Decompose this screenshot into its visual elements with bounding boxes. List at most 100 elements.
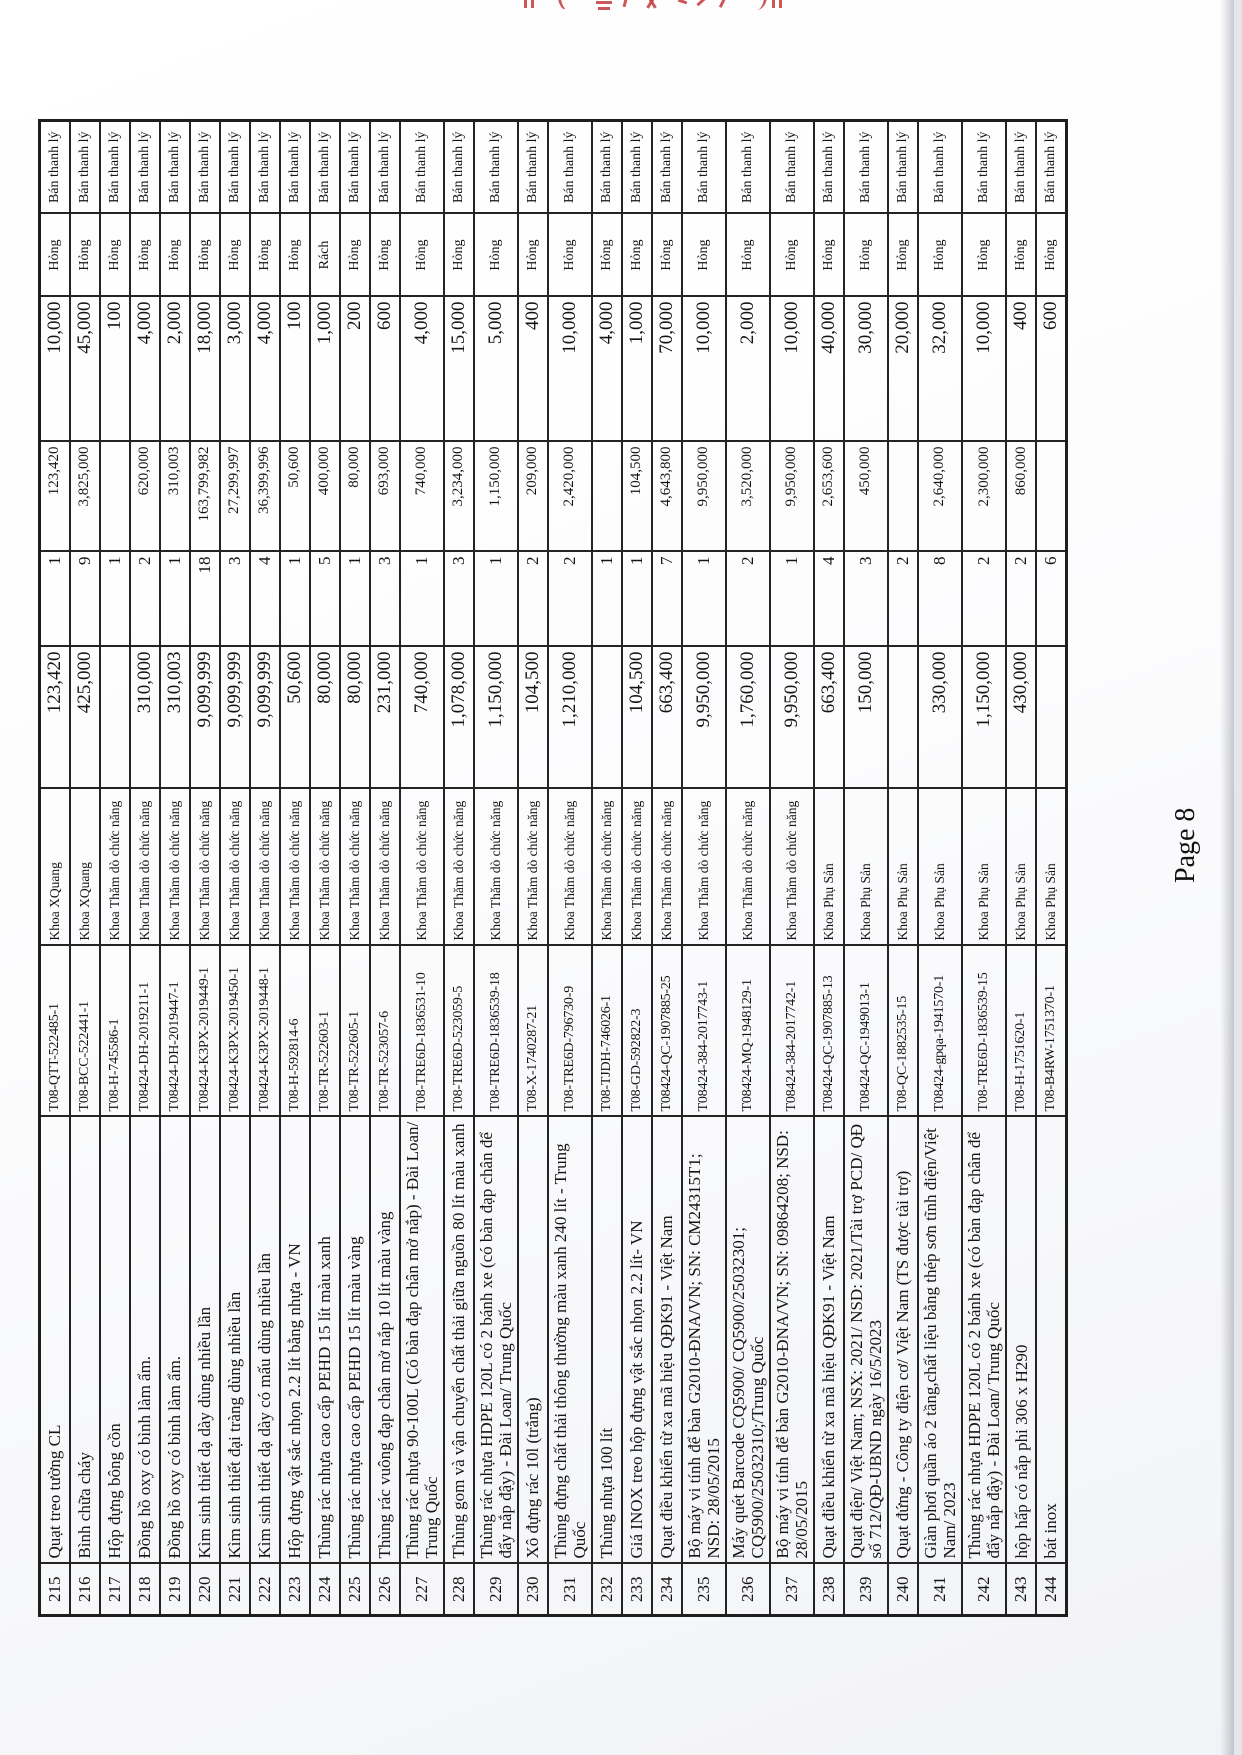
cell-residual: 4,000 bbox=[249, 296, 280, 442]
table-row: 238 Quạt điều khiển từ xa mã hiệu QĐK91 -… bbox=[813, 120, 844, 1616]
cell-stt: 218 bbox=[129, 1563, 160, 1616]
cell-unit-price bbox=[887, 646, 918, 789]
cell-unit-price: 1,210,000 bbox=[547, 646, 592, 789]
table-row: 228 Thùng gom và vận chuyển chất thải giữ… bbox=[443, 120, 474, 1616]
cell-stt: 231 bbox=[547, 1563, 592, 1616]
cell-total: 2,640,000 bbox=[917, 441, 962, 552]
cell-name: Quạt điện/ Việt Nam; NSX: 2021/ NSD: 202… bbox=[843, 1116, 888, 1564]
cell-dept: Khoa Thăm dò chức năng bbox=[473, 788, 518, 946]
cell-dept: Khoa Thăm dò chức năng bbox=[279, 788, 310, 946]
cell-proposal: Bán thanh lý bbox=[1036, 120, 1067, 214]
cell-name: Xô đựng rác 10l (trắng) bbox=[517, 1116, 548, 1564]
cell-unit-price: 740,000 bbox=[399, 646, 444, 789]
cell-residual: 400 bbox=[1006, 296, 1037, 442]
cell-residual: 3,000 bbox=[219, 296, 250, 442]
cell-residual: 2,000 bbox=[159, 296, 190, 442]
cell-total bbox=[591, 441, 622, 552]
cell-code: T08-TRE6D-523059-5 bbox=[443, 945, 474, 1117]
cell-qty: 3 bbox=[443, 551, 474, 647]
cell-qty: 4 bbox=[813, 551, 844, 647]
cell-total bbox=[1036, 441, 1067, 552]
page-number: Page 8 bbox=[1170, 807, 1201, 883]
cell-dept: Khoa Phụ Sản bbox=[1036, 788, 1067, 946]
cell-unit-price: 9,950,000 bbox=[769, 646, 814, 789]
cell-code: T08424-MQ-1948129-1 bbox=[725, 945, 770, 1117]
cell-dept: Khoa Phụ Sản bbox=[962, 788, 1007, 946]
table-row: 216 Bình chữa cháy T08-BCC-522441-1 Khoa XQ… bbox=[69, 120, 100, 1616]
cell-code: T08-GD-592822-3 bbox=[621, 945, 652, 1117]
cell-condition: Hỏng bbox=[129, 213, 160, 297]
cell-total: 163,799,982 bbox=[189, 441, 220, 552]
cell-name: Kìm sinh thiết đại tràng dùng nhiều lần bbox=[219, 1116, 250, 1564]
cell-condition: Hỏng bbox=[443, 213, 474, 297]
cell-residual: 600 bbox=[369, 296, 400, 442]
cell-unit-price: 1,150,000 bbox=[473, 646, 518, 789]
cell-dept: Khoa Phụ Sản bbox=[813, 788, 844, 946]
cell-dept: Khoa Thăm dò chức năng bbox=[339, 788, 370, 946]
cell-proposal: Bán thanh lý bbox=[279, 120, 310, 214]
cell-unit-price: 104,500 bbox=[621, 646, 652, 789]
cell-unit-price: 50,600 bbox=[279, 646, 310, 789]
cell-residual: 10,000 bbox=[547, 296, 592, 442]
cell-dept: Khoa Thăm dò chức năng bbox=[517, 788, 548, 946]
cell-stt: 215 bbox=[39, 1563, 70, 1616]
cell-name: Quạt điều khiển từ xa mã hiệu QĐK91 - Vi… bbox=[813, 1116, 844, 1564]
cell-dept: Khoa Thăm dò chức năng bbox=[189, 788, 220, 946]
cell-name: Quạt điều khiển từ xa mã hiệu QĐK91 - Vi… bbox=[651, 1116, 682, 1564]
cell-qty: 9 bbox=[69, 551, 100, 647]
cell-unit-price: 123,420 bbox=[39, 646, 70, 789]
cell-condition: Hỏng bbox=[249, 213, 280, 297]
cell-proposal: Bán thanh lý bbox=[473, 120, 518, 214]
cell-code: T08424-gpqa-1941570-1 bbox=[917, 945, 962, 1117]
cell-total: 3,234,000 bbox=[443, 441, 474, 552]
cell-residual: 10,000 bbox=[39, 296, 70, 442]
cell-residual: 32,000 bbox=[917, 296, 962, 442]
cell-qty: 5 bbox=[309, 551, 340, 647]
cell-condition: Rách bbox=[309, 213, 340, 297]
cell-total: 123,420 bbox=[39, 441, 70, 552]
cell-code: T08424-DH-2019447-1 bbox=[159, 945, 190, 1117]
cell-unit-price: 430,000 bbox=[1006, 646, 1037, 789]
cell-qty: 1 bbox=[99, 551, 130, 647]
cell-code: T08-QTT-522485-1 bbox=[39, 945, 70, 1117]
cell-name: Kìm sinh thiết dạ dày có mấu dùng nhiều … bbox=[249, 1116, 280, 1564]
cell-condition: Hỏng bbox=[547, 213, 592, 297]
asset-table-body: 215 Quạt treo tường CL T08-QTT-522485-1 Kho… bbox=[39, 120, 1067, 1616]
cell-dept: Khoa Thăm dò chức năng bbox=[725, 788, 770, 946]
cell-residual: 1,000 bbox=[621, 296, 652, 442]
cell-unit-price: 1,150,000 bbox=[962, 646, 1007, 789]
cell-qty: 1 bbox=[39, 551, 70, 647]
scan-edge-shadow bbox=[1220, 0, 1234, 1755]
table-row: 241 Giàn phơi quần áo 2 tầng,chất liệu bằ… bbox=[917, 120, 962, 1616]
cell-total bbox=[99, 441, 130, 552]
cell-stt: 230 bbox=[517, 1563, 548, 1616]
table-row: 217 Hộp đựng bông cồn T08-H-745586-1 Khoa T… bbox=[99, 120, 130, 1616]
cell-residual: 4,000 bbox=[129, 296, 160, 442]
cell-proposal: Bán thanh lý bbox=[769, 120, 814, 214]
cell-proposal: Bán thanh lý bbox=[651, 120, 682, 214]
cell-total: 80,000 bbox=[339, 441, 370, 552]
cell-qty: 3 bbox=[843, 551, 888, 647]
cell-residual: 10,000 bbox=[962, 296, 1007, 442]
cell-code: T08-X-1740287-21 bbox=[517, 945, 548, 1117]
cell-code: T08424-K3PX-2019449-1 bbox=[189, 945, 220, 1117]
cell-condition: Hỏng bbox=[1006, 213, 1037, 297]
cell-name: Thùng gom và vận chuyển chất thải giữa n… bbox=[443, 1116, 474, 1564]
cell-proposal: Bán thanh lý bbox=[339, 120, 370, 214]
cell-stt: 242 bbox=[962, 1563, 1007, 1616]
cell-unit-price: 1,078,000 bbox=[443, 646, 474, 789]
cell-total: 9,950,000 bbox=[681, 441, 726, 552]
cell-qty: 3 bbox=[219, 551, 250, 647]
stamp-stroke bbox=[772, 0, 775, 8]
cell-stt: 225 bbox=[339, 1563, 370, 1616]
cell-name: Bình chữa cháy bbox=[69, 1116, 100, 1564]
cell-dept: Khoa Thăm dò chức năng bbox=[399, 788, 444, 946]
cell-code: T08424-DH-2019211-1 bbox=[129, 945, 160, 1117]
cell-qty: 1 bbox=[339, 551, 370, 647]
cell-proposal: Bán thanh lý bbox=[99, 120, 130, 214]
cell-dept: Khoa Phụ Sản bbox=[887, 788, 918, 946]
cell-unit-price: 150,000 bbox=[843, 646, 888, 789]
cell-code: T08-H-745586-1 bbox=[99, 945, 130, 1117]
red-stamp-fragment bbox=[524, 0, 784, 16]
